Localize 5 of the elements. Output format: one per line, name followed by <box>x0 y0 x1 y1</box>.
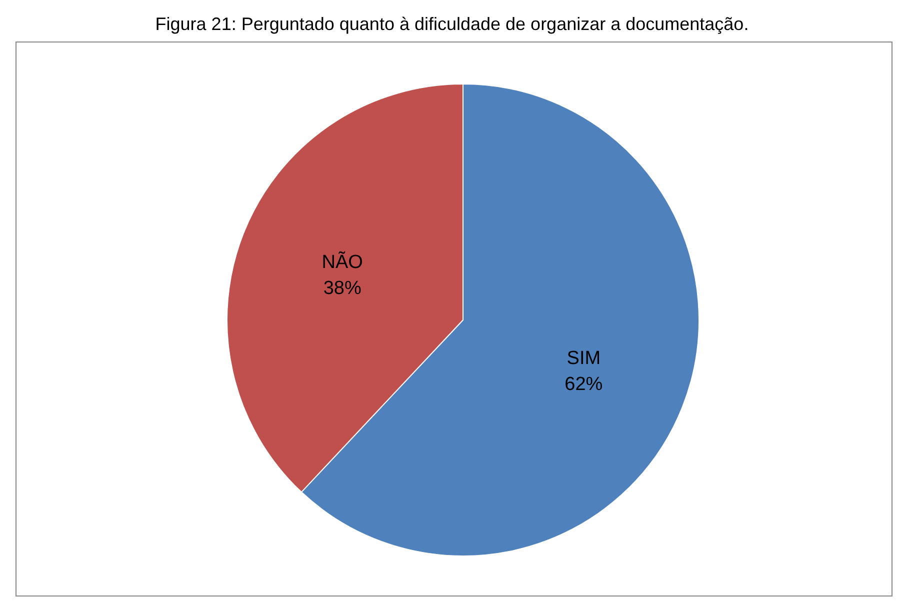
slice-label: SIM <box>566 348 601 369</box>
data-label: 38% <box>323 278 362 300</box>
chart-title: Figura 21: Perguntado quanto à dificuldade de organizar a documentação. <box>155 14 749 34</box>
slice-label: NÃO <box>322 251 363 274</box>
data-label: 62% <box>564 374 603 395</box>
